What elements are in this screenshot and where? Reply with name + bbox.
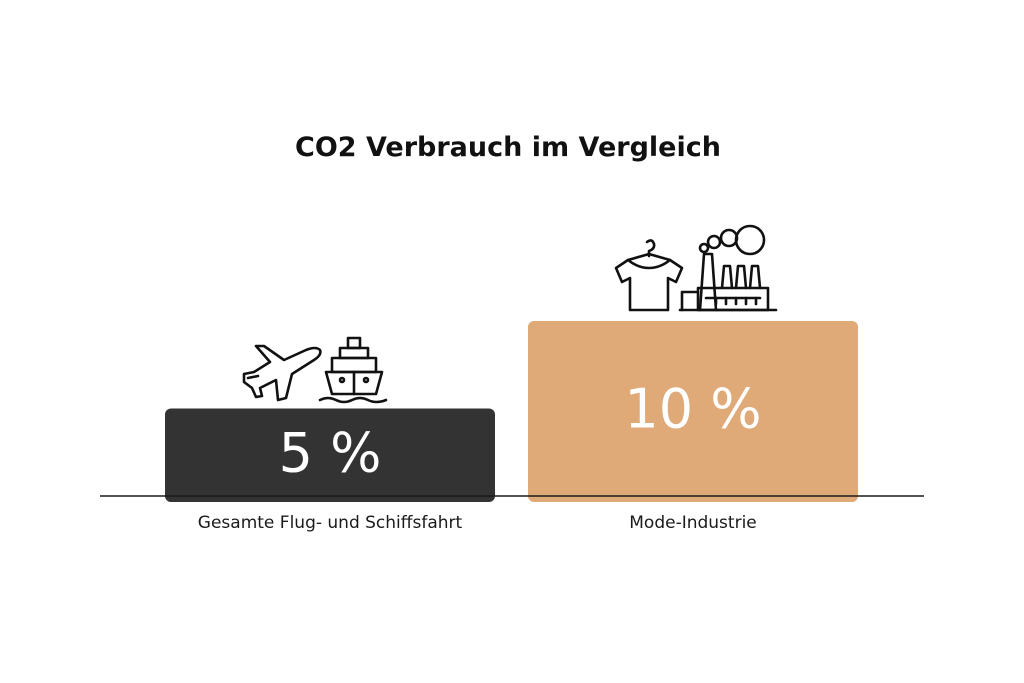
category-label-2: Mode-Industrie [629, 513, 757, 533]
airplane-icon [242, 344, 322, 402]
bar-1-value-label: 5 % [279, 421, 382, 484]
bar-2-icons [614, 224, 778, 312]
factory-icon [678, 224, 778, 312]
ship-icon [318, 336, 388, 404]
tshirt-hanger-icon [614, 239, 684, 312]
category-label-1: Gesamte Flug- und Schiffsfahrt [198, 513, 463, 533]
bar-2-value-label: 10 % [624, 378, 761, 441]
bars: 5 % 10 % [165, 321, 858, 502]
chart-title: CO2 Verbrauch im Vergleich [295, 132, 721, 163]
category-labels: Gesamte Flug- und Schiffsfahrt Mode-Indus… [198, 513, 757, 533]
bar-2 [528, 321, 858, 502]
bar-1-icons [242, 336, 388, 404]
bar-1 [165, 408, 495, 502]
